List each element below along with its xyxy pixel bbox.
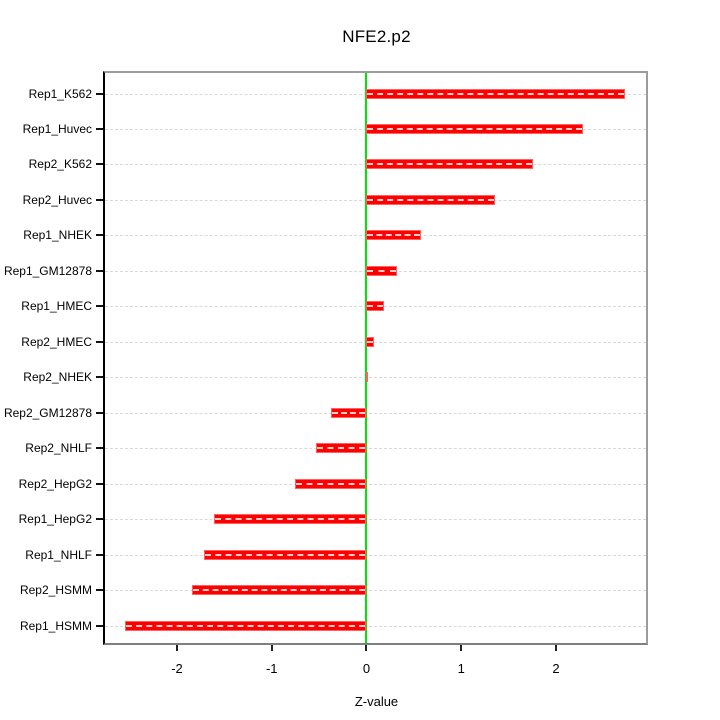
bar bbox=[213, 514, 367, 525]
gridline bbox=[105, 483, 646, 485]
y-tick-label: Rep1_HSMM bbox=[19, 618, 92, 633]
bar-center-dash bbox=[367, 340, 374, 343]
bar bbox=[366, 230, 422, 241]
x-axis-tick bbox=[176, 645, 178, 651]
bar bbox=[366, 336, 375, 347]
x-axis-tick bbox=[365, 645, 368, 651]
bar bbox=[366, 194, 496, 205]
bar bbox=[124, 620, 367, 631]
y-axis-tick bbox=[96, 447, 103, 450]
bar-center-dash bbox=[367, 305, 383, 308]
bar-center-dash bbox=[367, 198, 495, 201]
gridline bbox=[105, 341, 646, 343]
x-tick-label: -1 bbox=[265, 661, 278, 676]
gridline bbox=[105, 412, 646, 414]
y-axis-tick bbox=[96, 340, 103, 343]
bar bbox=[366, 372, 369, 383]
gridline bbox=[105, 625, 646, 627]
gridline bbox=[105, 448, 646, 450]
y-tick-label: Rep2_Huvec bbox=[22, 192, 92, 207]
y-tick-label: Rep2_GM12878 bbox=[3, 405, 92, 420]
y-axis-tick bbox=[96, 92, 103, 95]
y-axis-tick bbox=[96, 305, 103, 308]
y-tick-label: Rep2_K562 bbox=[28, 157, 92, 172]
x-tick-label: 2 bbox=[552, 661, 560, 676]
y-tick-label: Rep2_HSMM bbox=[19, 583, 92, 598]
y-axis-tick bbox=[96, 163, 103, 166]
bar-center-dash bbox=[204, 553, 366, 556]
y-tick-label: Rep2_HepG2 bbox=[18, 476, 92, 491]
bar bbox=[192, 585, 367, 596]
gridline bbox=[105, 377, 646, 379]
gridline bbox=[105, 554, 646, 556]
y-tick-label: Rep1_HMEC bbox=[21, 299, 92, 314]
y-axis-tick bbox=[96, 518, 103, 521]
y-tick-label: Rep1_HepG2 bbox=[18, 512, 92, 527]
y-axis-tick bbox=[96, 198, 103, 201]
bar-center-dash bbox=[367, 127, 582, 130]
y-axis-tick bbox=[96, 482, 103, 485]
bar bbox=[316, 443, 367, 454]
y-tick-label: Rep2_NHLF bbox=[25, 441, 92, 456]
bar-center-dash bbox=[125, 624, 366, 627]
bar-center-dash bbox=[317, 447, 366, 450]
y-tick-label: Rep2_NHEK bbox=[23, 370, 92, 385]
x-tick-label: 0 bbox=[362, 661, 371, 676]
x-axis-label: Z-value bbox=[354, 694, 399, 709]
y-axis-tick bbox=[96, 234, 103, 237]
y-axis-tick bbox=[96, 624, 103, 627]
y-axis-tick bbox=[96, 411, 103, 414]
bar-center-dash bbox=[214, 518, 366, 521]
bar-center-dash bbox=[296, 482, 366, 485]
x-axis-tick bbox=[554, 645, 557, 651]
plot-panel bbox=[103, 71, 648, 645]
x-tick-label: -2 bbox=[171, 661, 183, 676]
y-tick-label: Rep1_GM12878 bbox=[3, 263, 92, 278]
gridline bbox=[105, 519, 646, 521]
bar bbox=[366, 159, 534, 170]
y-tick-label: Rep1_NHEK bbox=[23, 228, 92, 243]
y-axis-tick bbox=[96, 376, 103, 379]
bar-center-dash bbox=[367, 269, 396, 272]
y-axis-tick bbox=[96, 589, 103, 592]
y-axis-tick bbox=[96, 127, 103, 130]
bar bbox=[366, 301, 384, 312]
y-axis-tick bbox=[96, 553, 103, 556]
bar-center-dash bbox=[367, 92, 625, 95]
x-axis-tick bbox=[270, 645, 273, 651]
x-axis-tick bbox=[460, 645, 463, 651]
gridline bbox=[105, 590, 646, 592]
bar bbox=[366, 265, 397, 276]
y-tick-label: Rep1_NHLF bbox=[25, 547, 92, 562]
y-tick-label: Rep1_K562 bbox=[28, 86, 92, 101]
bar-center-dash bbox=[332, 411, 366, 414]
bar-center-dash bbox=[367, 234, 421, 237]
bar-center-dash bbox=[367, 163, 533, 166]
x-tick-label: 1 bbox=[457, 661, 465, 676]
y-tick-label: Rep1_Huvec bbox=[22, 121, 92, 136]
bar-center-dash bbox=[193, 589, 366, 592]
zero-reference-line bbox=[365, 73, 368, 643]
chart-title: NFE2.p2 bbox=[342, 27, 411, 46]
y-tick-label: Rep2_HMEC bbox=[21, 334, 92, 349]
bar bbox=[366, 88, 626, 99]
y-axis-tick bbox=[96, 269, 103, 272]
bar bbox=[203, 549, 367, 560]
bar bbox=[295, 478, 367, 489]
bar bbox=[366, 123, 583, 134]
bar bbox=[331, 407, 367, 418]
